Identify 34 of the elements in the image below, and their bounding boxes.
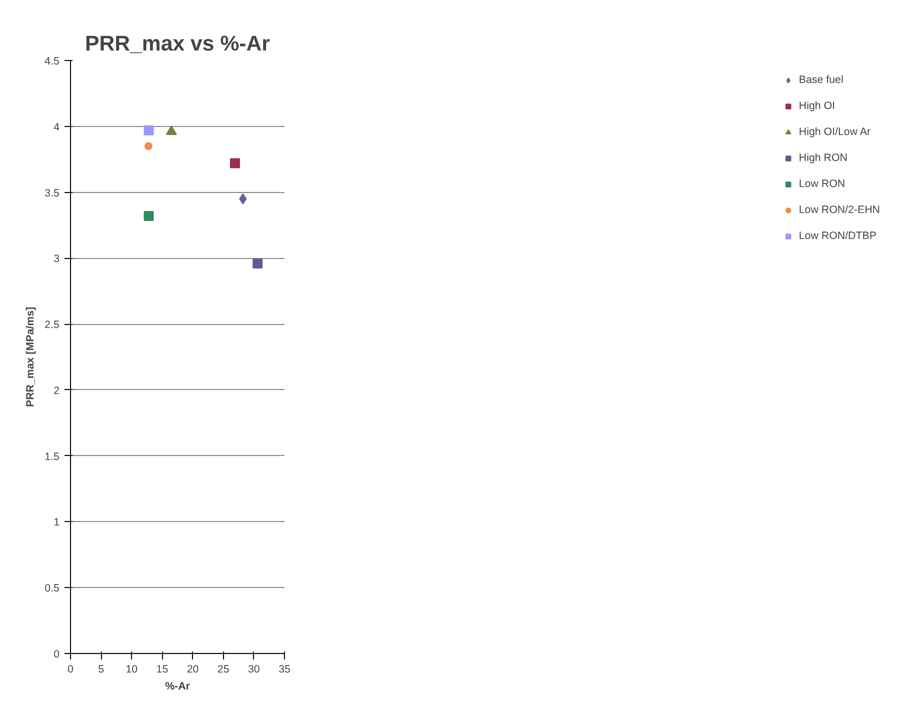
legend-label: Base fuel: [798, 74, 844, 86]
point: [144, 125, 154, 136]
x-tick-label: 5: [98, 664, 104, 676]
y-tick-label: 0: [54, 648, 60, 660]
legend-label: Low RON/DTBP: [798, 230, 876, 242]
legend-label: Low RON: [798, 178, 846, 190]
point: [144, 211, 154, 221]
y-tick-label: 0.5: [44, 582, 60, 595]
x-tick-label: 25: [217, 664, 230, 676]
y-tick-label: 2.5: [44, 319, 60, 332]
y-tick-label: 4: [54, 121, 60, 134]
x-tick-label: 30: [248, 664, 260, 676]
point: [166, 125, 177, 136]
legend-label: High RON: [798, 152, 848, 164]
y-axis-title: PRR_max [MPa/ms]: [24, 306, 37, 408]
y-tick-label: 1: [54, 516, 60, 529]
x-tick-label: 10: [126, 664, 138, 676]
legend-label: High OI/Low Ar: [798, 126, 871, 138]
chart-title: PRR_max vs %-Ar: [85, 32, 270, 56]
point: [252, 258, 263, 268]
x-tick-label: 20: [186, 664, 199, 676]
y-tick-label: 3: [54, 253, 60, 266]
point: [144, 142, 152, 150]
x-axis-title: %-Ar: [165, 680, 190, 692]
legend-label: Low RON/2-EHN: [798, 204, 880, 216]
x-tick-label: 35: [278, 664, 290, 676]
point: [230, 158, 240, 168]
y-tick-label: 3.5: [44, 187, 60, 200]
x-tick-label: 0: [68, 664, 74, 676]
y-tick-label: 4.5: [44, 56, 60, 68]
legend-label: High OI: [798, 100, 836, 112]
x-tick-label: 15: [156, 664, 168, 676]
y-tick-label: 2: [54, 384, 60, 397]
y-tick-label: 1.5: [44, 450, 60, 463]
